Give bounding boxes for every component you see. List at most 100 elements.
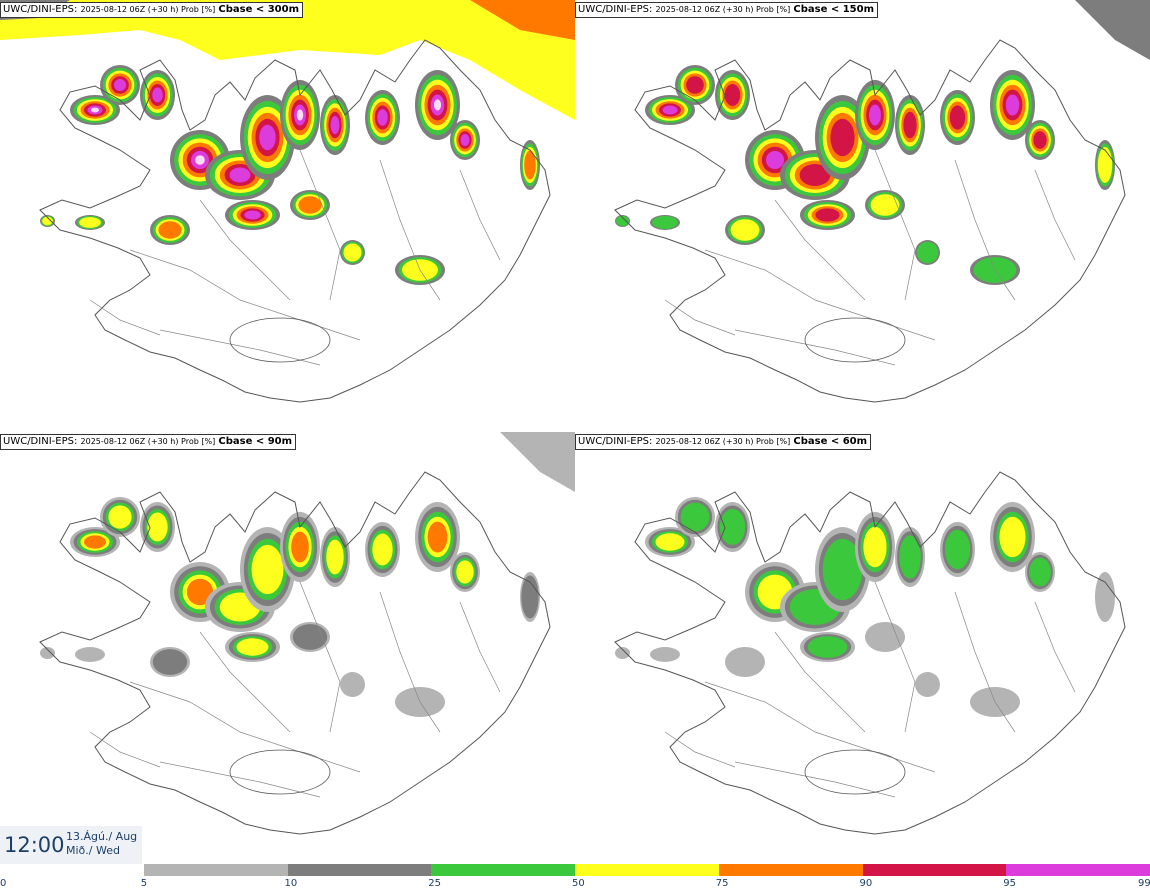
probability-area — [521, 575, 539, 619]
probability-area — [75, 647, 105, 662]
probability-area — [863, 526, 887, 568]
probability-area — [899, 535, 921, 579]
probability-map — [614, 0, 1150, 403]
probability-area — [725, 647, 765, 677]
probability-map — [39, 432, 575, 835]
probability-area — [616, 215, 629, 227]
probability-area — [291, 531, 309, 563]
probability-field — [0, 0, 575, 120]
legend-tick-label: 10 — [284, 878, 298, 889]
probability-map — [0, 0, 575, 403]
legend-bin-5-10 — [143, 864, 288, 876]
probability-area — [152, 87, 163, 103]
probability-area — [680, 502, 710, 532]
probability-area — [343, 243, 362, 262]
coastline — [614, 471, 1126, 835]
valid-time-box: 12:00 13.Ágú./ Aug Mið./ Wed — [0, 826, 142, 864]
legend-tick-label: 5 — [140, 878, 148, 889]
border-line — [734, 761, 896, 798]
run-info: 2025-08-12 06Z (+30 h) Prob [%] — [80, 5, 216, 14]
probability-area — [724, 84, 741, 106]
border-line — [954, 159, 1016, 301]
probability-area — [372, 533, 393, 566]
probability-area — [869, 104, 881, 126]
legend-tick-label: 95 — [1003, 878, 1016, 889]
map-panel-cbase-300m: UWC/DINI-EPS: 2025-08-12 06Z (+30 h) Pro… — [0, 0, 575, 430]
probability-area — [292, 624, 328, 650]
border-line — [299, 581, 341, 733]
legend-bin-25-50 — [431, 864, 575, 876]
probability-area — [615, 647, 630, 659]
probability-area — [147, 512, 168, 542]
probability-area — [1005, 94, 1020, 116]
probability-area — [236, 638, 269, 656]
probability-area — [330, 116, 340, 134]
model-name: UWC/DINI-EPS — [3, 436, 74, 447]
probability-area — [259, 124, 276, 151]
probability-area — [427, 521, 448, 553]
legend-bin-75-90 — [718, 864, 863, 876]
border-line — [774, 631, 866, 733]
panel-title: UWC/DINI-EPS: 2025-08-12 06Z (+30 h) Pro… — [575, 2, 879, 18]
run-info: 2025-08-12 06Z (+30 h) Prob [%] — [80, 437, 216, 446]
border-line — [159, 329, 321, 366]
probability-area — [686, 76, 704, 94]
run-info: 2025-08-12 06Z (+30 h) Prob [%] — [655, 5, 791, 14]
legend-tick-label: 25 — [428, 878, 441, 889]
probability-color-legend: 0 5 10 25 50 75 90 95 99 — [0, 862, 1150, 891]
probability-area — [944, 529, 971, 570]
probability-area — [79, 217, 101, 228]
border-line — [1034, 169, 1076, 261]
valid-time: 12:00 — [4, 833, 65, 857]
coastline — [39, 39, 551, 403]
probability-area — [949, 105, 966, 130]
probability-area — [251, 544, 284, 595]
threshold-label: Cbase < 90m — [218, 436, 293, 447]
probability-area — [42, 216, 53, 226]
model-name: UWC/DINI-EPS — [578, 4, 649, 15]
border-line — [874, 581, 916, 733]
probability-area — [766, 151, 784, 169]
border-line — [704, 681, 936, 773]
border-line — [299, 149, 341, 301]
probability-area — [662, 105, 678, 115]
panel-title: UWC/DINI-EPS: 2025-08-12 06Z (+30 h) Pro… — [575, 434, 872, 450]
border-line — [1034, 601, 1076, 693]
probability-area — [298, 196, 322, 214]
probability-area — [186, 578, 214, 606]
threshold-label: Cbase < 60m — [793, 436, 868, 447]
probability-area — [377, 109, 388, 126]
panel-title: UWC/DINI-EPS: 2025-08-12 06Z (+30 h) Pro… — [0, 434, 297, 450]
legend-tick-label: 75 — [715, 878, 729, 889]
probability-area — [1029, 557, 1051, 587]
border-line — [199, 199, 291, 301]
probability-area — [195, 155, 205, 165]
legend-tick-label: 90 — [859, 878, 873, 889]
model-name: UWC/DINI-EPS — [3, 4, 74, 15]
probability-field — [470, 0, 575, 40]
legend-tick-label: 0 — [0, 878, 7, 889]
border-line — [199, 631, 291, 733]
probability-area — [40, 647, 55, 659]
run-info: 2025-08-12 06Z (+30 h) Prob [%] — [655, 437, 791, 446]
coastline — [614, 39, 1126, 403]
probability-area — [456, 560, 474, 584]
probability-area — [655, 533, 685, 551]
probability-area — [326, 539, 344, 575]
coastline — [39, 471, 551, 835]
probability-area — [158, 221, 182, 239]
model-name: UWC/DINI-EPS — [578, 436, 649, 447]
glacier-outline — [229, 317, 331, 363]
legend-bin-90-95 — [862, 864, 1007, 876]
probability-area — [244, 210, 261, 220]
probability-area — [719, 509, 746, 545]
probability-area — [999, 516, 1026, 558]
threshold-label: Cbase < 300m — [218, 4, 300, 15]
border-line — [129, 681, 361, 773]
probability-area — [799, 164, 831, 186]
map-panel-cbase-90m: UWC/DINI-EPS: 2025-08-12 06Z (+30 h) Pro… — [0, 432, 575, 862]
probability-area — [1097, 147, 1113, 183]
probability-area — [91, 107, 99, 113]
legend-tick-label: 50 — [572, 878, 585, 889]
legend-bin-10-25 — [287, 864, 432, 876]
